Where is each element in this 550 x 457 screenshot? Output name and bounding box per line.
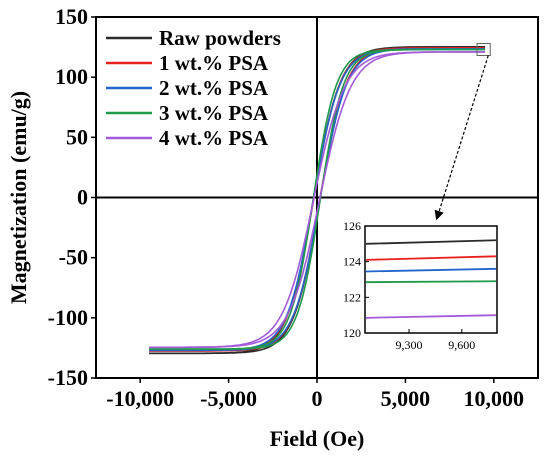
legend-label-5: 4 wt.% PSA: [159, 126, 269, 150]
inset-y-tick-label: 124: [343, 255, 361, 269]
inset-y-tick-label: 120: [343, 326, 361, 340]
y-tick-label: 0: [77, 185, 88, 210]
y-tick-label: 50: [66, 124, 88, 149]
inset-plot: 120 122 124 126 9,300 9,600: [343, 219, 498, 352]
x-tick-label: 10,000: [464, 386, 525, 411]
series-line-4-descending: [149, 48, 485, 350]
inset-series-line-3: [365, 267, 497, 273]
curves: [149, 46, 485, 355]
inset-y-tick-label: 126: [343, 219, 361, 233]
y-tick-label: 150: [55, 4, 88, 29]
y-tick-label: -100: [48, 305, 88, 330]
inset-series-line-4: [365, 280, 497, 284]
legend-label-1: Raw powders: [159, 26, 281, 50]
x-tick-label: -10,000: [106, 386, 174, 411]
series-line-5-descending: [149, 51, 485, 349]
inset-x-tick-label: 9,600: [448, 338, 475, 352]
inset-y-tick-label: 122: [343, 290, 361, 304]
main-plot: -150 -100 -50 0 50 100 150 -10,000 -5,000 0 5,000 1…: [6, 4, 539, 451]
inset-series-line-1: [365, 239, 497, 245]
legend-label-4: 3 wt.% PSA: [159, 101, 269, 125]
x-tick-label: 0: [312, 386, 323, 411]
legend-label-2: 1 wt.% PSA: [159, 51, 269, 75]
y-tick-label: -150: [48, 365, 88, 390]
zoom-arrow: [434, 55, 489, 221]
legend-label-3: 2 wt.% PSA: [159, 76, 269, 100]
x-axis-title: Field (Oe): [270, 426, 365, 451]
zoom-region-box: [476, 42, 491, 57]
y-tick-label: 100: [55, 64, 88, 89]
y-tick-label: -50: [59, 245, 88, 270]
y-axis-title: Magnetization (emu/g): [6, 91, 31, 304]
x-tick-label: 5,000: [381, 386, 431, 411]
x-tick-label: -5,000: [200, 386, 257, 411]
inset-series-line-5: [365, 314, 497, 319]
inset-series-line-2: [365, 255, 497, 261]
inset-x-tick-label: 9,300: [396, 338, 423, 352]
